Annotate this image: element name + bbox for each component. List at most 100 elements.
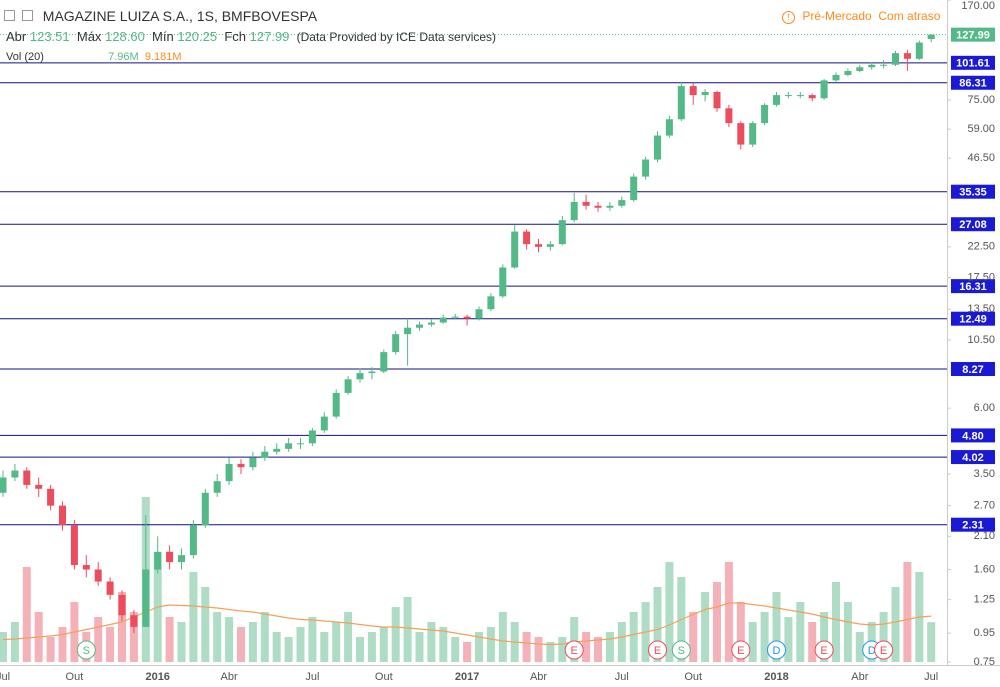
candle-body xyxy=(225,463,233,482)
candle-body xyxy=(59,505,66,526)
volume-bar xyxy=(701,592,710,662)
candle-body xyxy=(630,176,638,201)
volume-bar xyxy=(903,562,912,662)
volume-bar xyxy=(463,642,472,662)
candle-body xyxy=(249,457,257,468)
candle-body xyxy=(773,95,780,105)
price-label: 12.49 xyxy=(959,314,987,326)
candle-body xyxy=(618,200,626,206)
volume-bar xyxy=(213,612,222,662)
candle-body xyxy=(82,565,90,570)
candle-body xyxy=(35,484,43,489)
volume-bar xyxy=(0,632,7,662)
event-label: E xyxy=(737,645,744,657)
volume-bar xyxy=(843,602,852,662)
volume-bar xyxy=(284,637,293,662)
icon xyxy=(21,10,33,21)
candle-body xyxy=(856,67,864,72)
candle-body xyxy=(130,615,138,627)
price-label: 27.08 xyxy=(959,219,987,231)
label: Mín xyxy=(152,29,174,44)
price-label: 16.31 xyxy=(959,281,987,293)
candle-body xyxy=(594,205,602,208)
y-tick-label: 75.00 xyxy=(967,94,995,106)
x-tick-label: Jul xyxy=(615,671,629,683)
y-tick-label: 1.60 xyxy=(974,563,995,575)
volume-bar xyxy=(439,627,448,662)
volume-ma-line xyxy=(2,602,932,646)
candle-body xyxy=(749,123,757,145)
status-text: Pré-Mercado xyxy=(802,9,872,23)
x-tick-label: Out xyxy=(684,671,702,683)
candle-body xyxy=(832,74,840,81)
candle-body xyxy=(701,92,709,96)
candle-body xyxy=(332,392,340,417)
candle-body xyxy=(761,104,769,124)
event-marker xyxy=(671,640,691,660)
candle-body xyxy=(451,316,459,318)
candle-body xyxy=(320,416,328,431)
last-price-box xyxy=(951,27,995,42)
candle-body xyxy=(915,42,923,59)
candle-body xyxy=(689,86,697,96)
volume-bar xyxy=(427,622,436,662)
candle-body xyxy=(808,95,816,99)
volume-bar xyxy=(594,637,602,662)
source: (Data Provided by ICE Data services) xyxy=(296,30,497,44)
candle-body xyxy=(70,525,78,566)
event-marker xyxy=(874,640,894,660)
candle-body xyxy=(392,334,400,353)
value: 123.51 xyxy=(29,29,70,44)
candle-body xyxy=(523,231,531,245)
volume-bar xyxy=(248,622,257,662)
event-marker xyxy=(648,640,667,660)
value: 7.96M xyxy=(108,51,139,63)
volume-bar xyxy=(736,602,745,662)
status[interactable]: ! Pré-Mercado Com atraso xyxy=(782,9,940,24)
candle-body xyxy=(297,443,304,445)
volume-bar xyxy=(629,612,638,662)
price-label: 2.31 xyxy=(962,520,983,532)
price-lines: 101.61 86.31 35.35 27.08 16.31 12.49 8.27 4.80 4… xyxy=(0,27,995,532)
volume-bar xyxy=(522,632,531,662)
candle-body xyxy=(570,201,578,221)
candle-body xyxy=(475,309,483,319)
price-label-box xyxy=(951,311,995,326)
candle-body xyxy=(606,205,614,208)
event-marker xyxy=(76,640,96,660)
event-label: E xyxy=(654,645,661,657)
candle-body xyxy=(189,525,197,556)
candle-body xyxy=(106,581,114,595)
candle-body xyxy=(213,481,221,493)
candle-body xyxy=(654,135,661,160)
candle-body xyxy=(677,86,685,120)
event-marker xyxy=(814,640,834,660)
y-tick-label: 2.70 xyxy=(974,500,995,512)
value: 127.99 xyxy=(249,29,290,44)
candle-body xyxy=(903,53,911,59)
price-label-box xyxy=(951,428,995,443)
candle-body xyxy=(713,92,721,109)
volume-bar xyxy=(534,637,543,662)
y-tick-label: 2.10 xyxy=(974,530,995,542)
candle-body xyxy=(642,159,650,177)
event-label: D xyxy=(868,645,876,657)
volume-line: Vol (20) 7.96M 9.181M xyxy=(6,51,182,63)
y-tick-label: 17.50 xyxy=(967,271,995,283)
candle-body xyxy=(47,488,55,506)
x-tick-label: 2017 xyxy=(455,671,479,683)
x-tick-label: Jul xyxy=(924,671,938,683)
price-label-box xyxy=(951,279,995,294)
candle-body xyxy=(927,34,935,39)
event-marker xyxy=(767,640,786,660)
candle-body xyxy=(11,470,19,478)
y-tick-label: 10.50 xyxy=(967,334,995,346)
volume-layer xyxy=(0,497,936,662)
candle-body xyxy=(380,352,388,372)
volume-bar xyxy=(237,627,245,662)
candle-body xyxy=(178,555,185,563)
volume-bar xyxy=(22,567,31,662)
y-tick-label: 1.25 xyxy=(974,594,995,606)
